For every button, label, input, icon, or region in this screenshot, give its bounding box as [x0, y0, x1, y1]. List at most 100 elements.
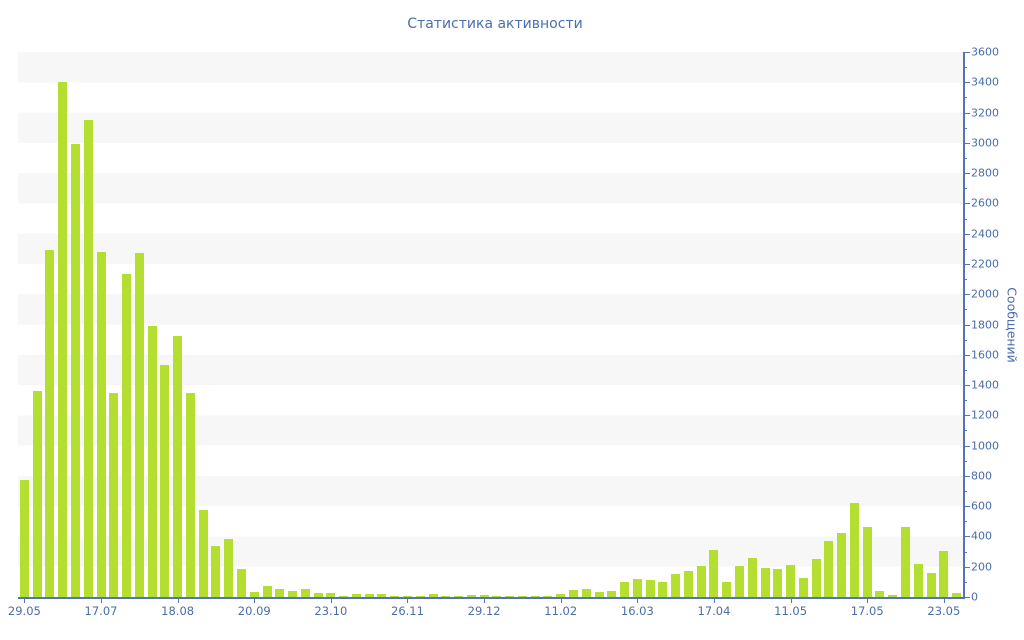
bar[interactable] — [505, 595, 515, 597]
bar[interactable] — [402, 595, 412, 597]
bar[interactable] — [275, 589, 285, 597]
x-tick-label: 20.09 — [237, 604, 271, 618]
bar[interactable] — [939, 550, 949, 597]
bar[interactable] — [517, 595, 527, 597]
bar[interactable] — [556, 594, 566, 597]
bar[interactable] — [594, 592, 604, 597]
bar[interactable] — [645, 580, 655, 597]
bar[interactable] — [70, 144, 80, 597]
bar[interactable] — [492, 595, 502, 597]
bar[interactable] — [671, 573, 681, 597]
bar[interactable] — [607, 590, 617, 597]
bar[interactable] — [735, 565, 745, 597]
y-tick-label: 1000 — [971, 439, 999, 453]
bar[interactable] — [441, 595, 451, 597]
y-minor-tick — [964, 339, 967, 341]
bar[interactable] — [811, 559, 821, 597]
x-tick — [24, 599, 26, 603]
bar[interactable] — [32, 391, 42, 597]
x-tick-label: 23.05 — [927, 604, 961, 618]
bar[interactable] — [313, 593, 323, 597]
bar[interactable] — [351, 594, 361, 597]
y-major-tick — [964, 475, 970, 477]
bar[interactable] — [19, 479, 29, 597]
bar[interactable] — [249, 592, 259, 597]
x-tick-label: 26.11 — [391, 604, 424, 618]
bar[interactable] — [849, 503, 859, 597]
plot-area — [18, 52, 963, 597]
bar[interactable] — [709, 550, 719, 597]
bar[interactable] — [122, 273, 132, 597]
bar[interactable] — [236, 569, 246, 597]
bar[interactable] — [888, 594, 898, 597]
bar[interactable] — [466, 595, 476, 597]
bar[interactable] — [109, 392, 119, 597]
bar[interactable] — [326, 593, 336, 597]
bar[interactable] — [824, 541, 834, 597]
bar[interactable] — [837, 532, 847, 597]
y-minor-tick — [964, 157, 967, 159]
bar[interactable] — [479, 595, 489, 597]
bar[interactable] — [45, 250, 55, 597]
bar[interactable] — [901, 527, 911, 597]
bar[interactable] — [747, 557, 757, 597]
x-tick — [790, 599, 792, 603]
y-major-tick — [964, 324, 970, 326]
bar[interactable] — [683, 570, 693, 597]
bar[interactable] — [211, 546, 221, 597]
bar[interactable] — [364, 593, 374, 597]
x-tick — [560, 599, 562, 603]
y-tick-label: 2600 — [971, 196, 999, 210]
bar[interactable] — [96, 251, 106, 597]
y-minor-tick — [964, 188, 967, 190]
x-tick-label: 17.07 — [84, 604, 118, 618]
x-tick — [101, 599, 102, 603]
bar[interactable] — [224, 538, 234, 597]
y-minor-tick — [964, 369, 967, 371]
bar[interactable] — [632, 578, 642, 597]
bar[interactable] — [185, 392, 195, 597]
bar[interactable] — [262, 586, 272, 597]
y-major-tick — [964, 566, 970, 568]
bar[interactable] — [530, 595, 540, 597]
bar[interactable] — [134, 252, 144, 597]
bar[interactable] — [620, 581, 630, 597]
bar[interactable] — [773, 569, 783, 597]
y-major-tick — [964, 233, 970, 235]
bar[interactable] — [543, 595, 553, 597]
bar[interactable] — [581, 588, 591, 597]
bar[interactable] — [569, 590, 578, 597]
bar[interactable] — [173, 335, 183, 597]
bar[interactable] — [147, 326, 157, 597]
y-major-tick — [964, 52, 970, 53]
bar[interactable] — [160, 364, 170, 597]
bar[interactable] — [300, 589, 310, 597]
bar[interactable] — [696, 565, 706, 597]
bar[interactable] — [862, 527, 872, 597]
bar[interactable] — [83, 120, 93, 597]
bar[interactable] — [415, 595, 425, 597]
x-tick — [943, 599, 945, 603]
y-tick-label: 600 — [971, 499, 992, 513]
bar[interactable] — [288, 590, 298, 597]
bar[interactable] — [952, 593, 962, 597]
bar[interactable] — [786, 565, 796, 597]
y-major-tick — [964, 294, 970, 296]
bar[interactable] — [377, 593, 387, 597]
bar[interactable] — [198, 509, 208, 597]
bar[interactable] — [875, 590, 885, 597]
y-minor-tick — [964, 218, 967, 220]
bar[interactable] — [722, 581, 732, 597]
bar[interactable] — [58, 82, 68, 597]
bar[interactable] — [760, 568, 770, 597]
bar[interactable] — [390, 595, 400, 597]
bar[interactable] — [798, 578, 808, 597]
bar[interactable] — [913, 563, 923, 597]
bar[interactable] — [926, 572, 936, 597]
bar[interactable] — [339, 595, 349, 597]
y-minor-tick — [964, 581, 967, 583]
bar[interactable] — [658, 581, 668, 597]
bar[interactable] — [454, 595, 464, 597]
bar[interactable] — [428, 594, 438, 597]
y-tick-label: 2800 — [971, 166, 999, 180]
